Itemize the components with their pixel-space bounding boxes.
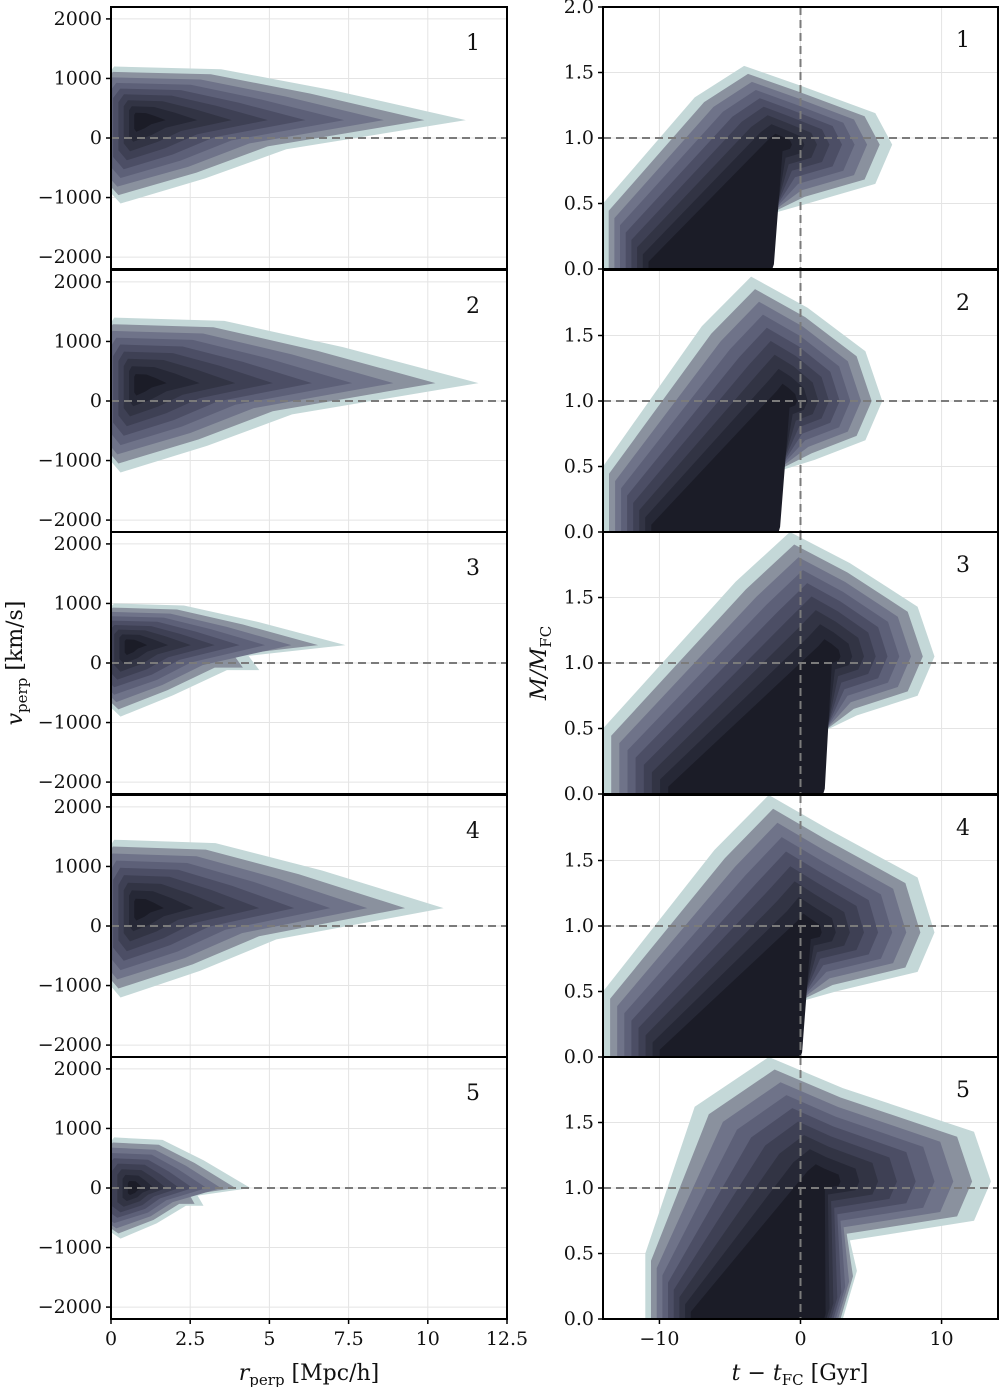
y-tick-label: 1.0 [564,1177,594,1199]
y-tick-label: 0 [90,1177,102,1199]
y-tick-label: 1.0 [564,652,594,674]
left-column-panels: −2000−10000100020001−2000−10000100020002… [38,6,528,1350]
contour-level-9 [668,639,841,794]
contour-level-9 [134,898,164,921]
x-tick-label: 10 [929,1328,953,1350]
y-tick-label: 0 [90,127,102,149]
y-tick-label: 1.0 [564,915,594,937]
panel-number: 5 [956,1078,970,1103]
y-tick-label: −2000 [38,509,102,531]
panel-number: 4 [466,819,480,844]
y-tick-label: 1.5 [564,62,594,84]
y-tick-label: 2000 [54,271,102,293]
y-tick-label: 1.5 [564,1112,594,1134]
contour-level-9 [690,1164,841,1319]
panel-number: 5 [466,1081,480,1106]
y-tick-label: 1.5 [564,850,594,872]
contour-level-9 [648,133,792,269]
contour-level-9 [127,1181,143,1195]
y-tick-label: −1000 [38,975,102,997]
y-tick-label: 0.0 [564,1046,594,1068]
y-tick-label: 2000 [54,8,102,30]
y-tick-label: 0.5 [564,981,594,1003]
right-panel-4: 0.0 0.5 1.0 1.5 4 [564,794,999,1068]
contour-level-9 [124,639,148,655]
right-panel-1: 0.0 0.5 1.0 1.5 2.0 1 [564,0,999,280]
y-tick-label: −2000 [38,1296,102,1318]
x-tick-label: 0 [105,1328,117,1350]
left-panel-4: −2000 −1000 0 1000 2000 4 [38,794,508,1058]
x-tick-label: 12.5 [486,1328,528,1350]
y-tick-label: 0.5 [564,1243,594,1265]
contour-level-9 [134,112,166,132]
y-tick-label: −1000 [38,1237,102,1259]
y-tick-label: 2000 [54,1058,102,1080]
panel-number: 1 [956,28,970,53]
y-tick-label: 2000 [54,533,102,555]
right-column-panels: 0.0 0.5 1.0 1.5 2.0 1 0.0 0.5 1.0 1.5 2 0.0 0.5 1.0 1.… [564,0,999,1350]
y-tick-label: 0.0 [564,783,594,805]
y-tick-label: 1000 [54,1117,102,1139]
y-tick-label: 1000 [54,330,102,352]
y-tick-label: 0.0 [564,1308,594,1330]
y-tick-label: 0.0 [564,258,594,280]
panel-number: 3 [956,553,970,578]
y-tick-label: 1000 [54,855,102,877]
y-tick-label: −2000 [38,1034,102,1056]
y-tick-label: 1000 [54,592,102,614]
panel-number: 2 [466,294,480,319]
x-tick-label: 2.5 [175,1328,205,1350]
y-tick-label: 0.0 [564,521,594,543]
right-x-axis-label: t − tFC [Gyr] [732,1361,869,1387]
y-tick-label: 1.0 [564,127,594,149]
x-tick-label: 10 [416,1328,440,1350]
panel-number: 2 [956,291,970,316]
y-tick-label: 2.0 [564,0,594,18]
y-tick-label: 0.5 [564,718,594,740]
left-y-axis-label: vperp [km/s] [3,601,31,726]
y-tick-label: −1000 [38,187,102,209]
left-panel-1: −2000 −1000 0 1000 2000 1 [38,6,508,270]
x-tick-label: 5 [263,1328,275,1350]
left-x-axis-label: rperp [Mpc/h] [239,1361,379,1387]
y-tick-label: 1.5 [564,587,594,609]
right-panel-5: 0.0 0.5 1.0 1.5 5 −10 0 10 [564,1056,999,1350]
right-panel-3: 0.0 0.5 1.0 1.5 3 [564,531,999,805]
y-tick-label: 1.0 [564,390,594,412]
x-tick-label: −10 [639,1328,679,1350]
y-tick-label: 0 [90,915,102,937]
y-tick-label: 0.5 [564,456,594,478]
y-tick-label: 1.5 [564,325,594,347]
y-tick-label: 0 [90,390,102,412]
x-tick-label: 0 [794,1328,806,1350]
y-tick-label: 0 [90,652,102,674]
y-tick-label: 0.5 [564,193,594,215]
right-panel-2: 0.0 0.5 1.0 1.5 2 [564,269,999,543]
y-tick-label: 2000 [54,796,102,818]
left-panel-3: −2000 −1000 0 1000 2000 3 [38,531,508,795]
left-panel-2: −2000 −1000 0 1000 2000 2 [38,269,508,533]
y-tick-label: 1000 [54,67,102,89]
y-tick-label: −1000 [38,450,102,472]
panel-number: 4 [956,816,970,841]
y-tick-label: −2000 [38,246,102,268]
y-tick-label: −1000 [38,712,102,734]
x-tick-label: 7.5 [333,1328,363,1350]
left-panel-5: −2000 −1000 0 1000 2000 5 0 2.5 5 7.5 10 12.5 [38,1056,528,1350]
panel-number: 1 [466,31,480,56]
contour-level-9 [651,383,798,532]
y-tick-label: −2000 [38,771,102,793]
contour-level-9 [659,913,822,1057]
contour-level-9 [134,374,167,396]
panel-number: 3 [466,556,480,581]
right-y-axis-label: M/MFC [527,626,555,701]
